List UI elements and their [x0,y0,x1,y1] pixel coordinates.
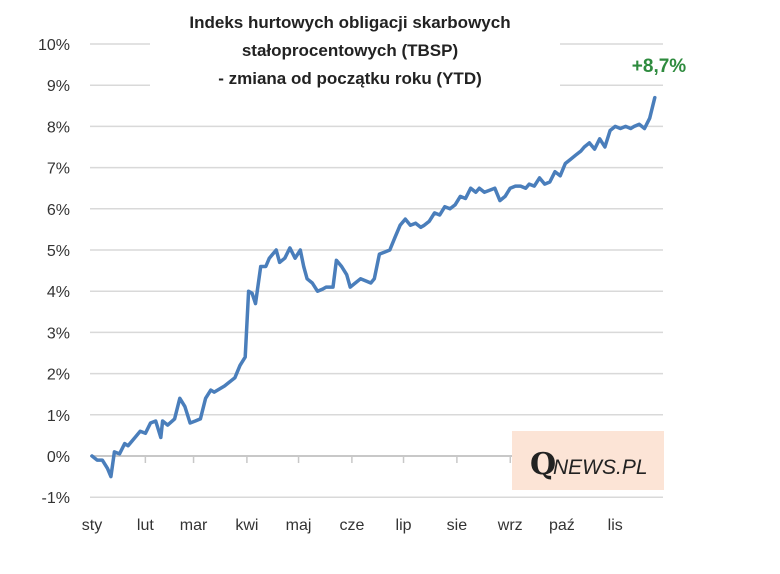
x-tick-label: cze [339,517,364,534]
series-group [90,95,657,479]
chart-title-line-3: - zmiana od początku roku (YTD) [218,69,482,88]
y-tick-label: 8% [47,119,70,136]
x-tick-label: wrz [497,517,523,534]
y-tick-label: 1% [47,408,70,425]
x-tick-label: sty [82,517,102,534]
y-tick-label: 4% [47,284,70,301]
x-tick-label: lut [137,517,154,534]
annotation-background [615,50,700,78]
y-tick-label: 9% [47,78,70,95]
x-axis-labels: sty lut mar kwi maj cze lip sie wrz paź lis [82,517,623,534]
y-axis-labels: -1% 0% 1% 2% 3% 4% 5% 6% 7% 8% 9% 10% [38,37,70,507]
x-tick-label: lis [608,517,623,534]
annotation-final-value: +8,7% [632,56,687,77]
y-tick-label: 6% [47,202,70,219]
x-tick-label: sie [447,517,468,534]
x-tick-label: paź [549,517,575,534]
x-tick-label: lip [396,517,412,534]
y-tick-label: 3% [47,325,70,342]
chart-title-line-1: Indeks hurtowych obligacji skarbowych [189,13,510,32]
series-line-tbsp [90,95,657,479]
y-tick-label: 2% [47,367,70,384]
watermark-q: Q [530,447,556,482]
watermark-text: NEWS.PL [553,456,648,479]
y-tick-label: -1% [42,490,70,507]
x-tick-label: kwi [235,517,258,534]
x-tick-label: mar [180,517,208,534]
y-tick-label: 10% [38,37,70,54]
watermark-box [512,431,664,490]
y-tick-label: 5% [47,243,70,260]
y-tick-label: 7% [47,161,70,178]
x-tick-label: maj [286,517,312,534]
title-background [150,5,560,97]
y-tick-label: 0% [47,449,70,466]
chart-title-line-2: stałoprocentowych (TBSP) [242,41,458,60]
